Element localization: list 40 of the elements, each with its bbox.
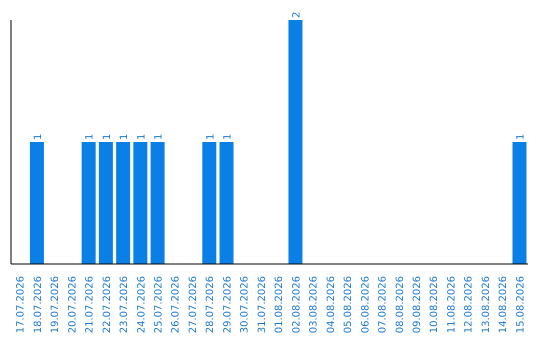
x-tick-label: 05.08.2026 <box>343 276 354 334</box>
data-label: 1 <box>102 134 113 140</box>
x-tick-label: 20.07.2026 <box>67 276 78 334</box>
data-label: 1 <box>119 134 130 140</box>
x-tick-label: 29.07.2026 <box>222 276 234 334</box>
x-tick-label: 24.07.2026 <box>136 276 148 334</box>
x-tick-label: 15.08.2026 <box>515 276 526 334</box>
data-label: 2 <box>291 12 302 18</box>
x-tick-label: 01.08.2026 <box>274 276 286 334</box>
x-tick-label: 04.08.2026 <box>326 276 337 334</box>
data-label: 1 <box>222 134 234 140</box>
x-tick-label: 06.08.2026 <box>360 276 372 334</box>
x-tick-label: 11.08.2026 <box>446 276 458 334</box>
x-tick-label: 31.07.2026 <box>256 276 268 334</box>
x-tick-label: 25.07.2026 <box>153 276 164 334</box>
x-tick-label: 12.08.2026 <box>464 276 475 334</box>
x-tick-label: 07.08.2026 <box>378 276 389 334</box>
x-tick-label: 26.07.2026 <box>170 276 182 334</box>
data-label: 1 <box>154 134 165 140</box>
x-tick-label: 03.08.2026 <box>308 276 320 334</box>
x-tick-label: 27.07.2026 <box>188 276 199 334</box>
x-tick-label: 19.07.2026 <box>50 276 62 334</box>
x-tick-label: 30.07.2026 <box>240 276 251 334</box>
data-label: 1 <box>515 134 526 140</box>
x-tick-label: 28.07.2026 <box>205 276 216 334</box>
x-tick-label: 09.08.2026 <box>412 276 423 334</box>
data-label: 1 <box>32 134 44 140</box>
x-tick-label: 08.08.2026 <box>394 276 406 334</box>
x-tick-label: 18.07.2026 <box>32 276 44 334</box>
x-tick-label: 23.07.2026 <box>119 276 130 334</box>
data-label: 1 <box>205 134 216 140</box>
x-tick-label: 13.08.2026 <box>480 276 492 334</box>
x-tick-label: 10.08.2026 <box>429 276 440 334</box>
data-label: 1 <box>84 134 96 140</box>
x-tick-label: 14.08.2026 <box>498 276 510 334</box>
data-label: 1 <box>136 134 148 140</box>
x-tick-label: 17.07.2026 <box>16 276 27 334</box>
x-tick-label: 21.07.2026 <box>84 276 96 334</box>
x-tick-label: 02.08.2026 <box>291 276 302 334</box>
x-tick-label: 22.07.2026 <box>102 276 113 334</box>
